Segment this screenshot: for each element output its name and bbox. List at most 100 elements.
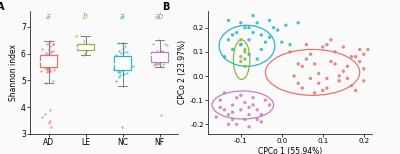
Point: [42, 113, 48, 115]
Point: [238, 43, 244, 46]
Point: [348, 55, 355, 58]
Point: [348, 84, 355, 87]
Point: [117, 74, 124, 76]
Point: [258, 113, 264, 116]
Point: [324, 87, 330, 89]
Point: [122, 63, 128, 65]
Point: [72, 35, 79, 37]
Point: [82, 52, 89, 54]
Point: [157, 59, 163, 61]
Point: [262, 99, 269, 101]
Point: [307, 53, 314, 55]
Point: [117, 55, 123, 58]
Point: [246, 26, 252, 29]
Point: [49, 63, 56, 65]
Point: [45, 53, 51, 55]
Point: [213, 116, 220, 118]
Point: [158, 66, 165, 68]
Point: [150, 43, 157, 45]
Point: [156, 39, 162, 42]
Point: [162, 43, 168, 46]
Point: [120, 59, 126, 61]
Text: ab: ab: [155, 12, 164, 22]
Point: [158, 52, 165, 54]
Text: B: B: [162, 2, 170, 12]
Point: [299, 87, 306, 89]
Point: [44, 66, 51, 68]
Point: [114, 64, 120, 66]
Point: [46, 48, 52, 50]
Point: [160, 50, 166, 53]
Point: [340, 46, 346, 48]
Point: [116, 76, 122, 79]
Point: [38, 70, 44, 73]
Point: [118, 66, 124, 69]
Point: [221, 109, 228, 111]
Point: [278, 41, 285, 43]
Point: [258, 121, 264, 123]
Point: [217, 106, 224, 109]
Point: [121, 42, 128, 45]
Point: [47, 70, 53, 73]
Point: [320, 89, 326, 92]
Point: [336, 80, 342, 82]
Point: [303, 43, 310, 46]
PathPatch shape: [151, 52, 168, 62]
Point: [250, 14, 256, 17]
Point: [299, 65, 306, 68]
Point: [254, 109, 260, 111]
Point: [153, 61, 159, 64]
Point: [162, 52, 168, 55]
Point: [365, 48, 371, 51]
Point: [44, 68, 50, 70]
Point: [43, 82, 49, 84]
Point: [50, 43, 56, 45]
Point: [124, 59, 131, 62]
Point: [234, 31, 240, 34]
Point: [295, 22, 302, 24]
Point: [328, 38, 334, 41]
Point: [356, 60, 363, 63]
Point: [234, 123, 240, 126]
Point: [361, 80, 367, 82]
Text: A: A: [0, 2, 5, 12]
Point: [43, 70, 50, 73]
Point: [152, 63, 159, 65]
Point: [119, 126, 126, 129]
Point: [270, 26, 277, 29]
Point: [324, 43, 330, 46]
Point: [250, 31, 256, 34]
Point: [46, 60, 52, 63]
Point: [121, 51, 128, 53]
Point: [117, 71, 123, 73]
Point: [336, 75, 342, 77]
Point: [234, 97, 240, 99]
Point: [242, 118, 248, 121]
Point: [246, 38, 252, 41]
Point: [246, 53, 252, 55]
Text: b: b: [83, 12, 88, 22]
Point: [50, 43, 57, 45]
Point: [266, 36, 273, 39]
Point: [316, 82, 322, 85]
Point: [344, 77, 350, 80]
Point: [42, 59, 49, 61]
Point: [115, 42, 121, 45]
Point: [152, 55, 158, 58]
Point: [117, 52, 124, 55]
Point: [117, 62, 123, 65]
Point: [51, 59, 57, 61]
Point: [161, 59, 168, 61]
Point: [48, 51, 54, 53]
Point: [116, 70, 122, 72]
Point: [221, 92, 228, 94]
Point: [38, 116, 45, 119]
Point: [46, 68, 52, 70]
Point: [42, 52, 49, 54]
Point: [44, 57, 50, 60]
Point: [303, 58, 310, 60]
Point: [242, 101, 248, 104]
Point: [47, 70, 53, 73]
Point: [50, 50, 56, 53]
Point: [46, 66, 52, 68]
